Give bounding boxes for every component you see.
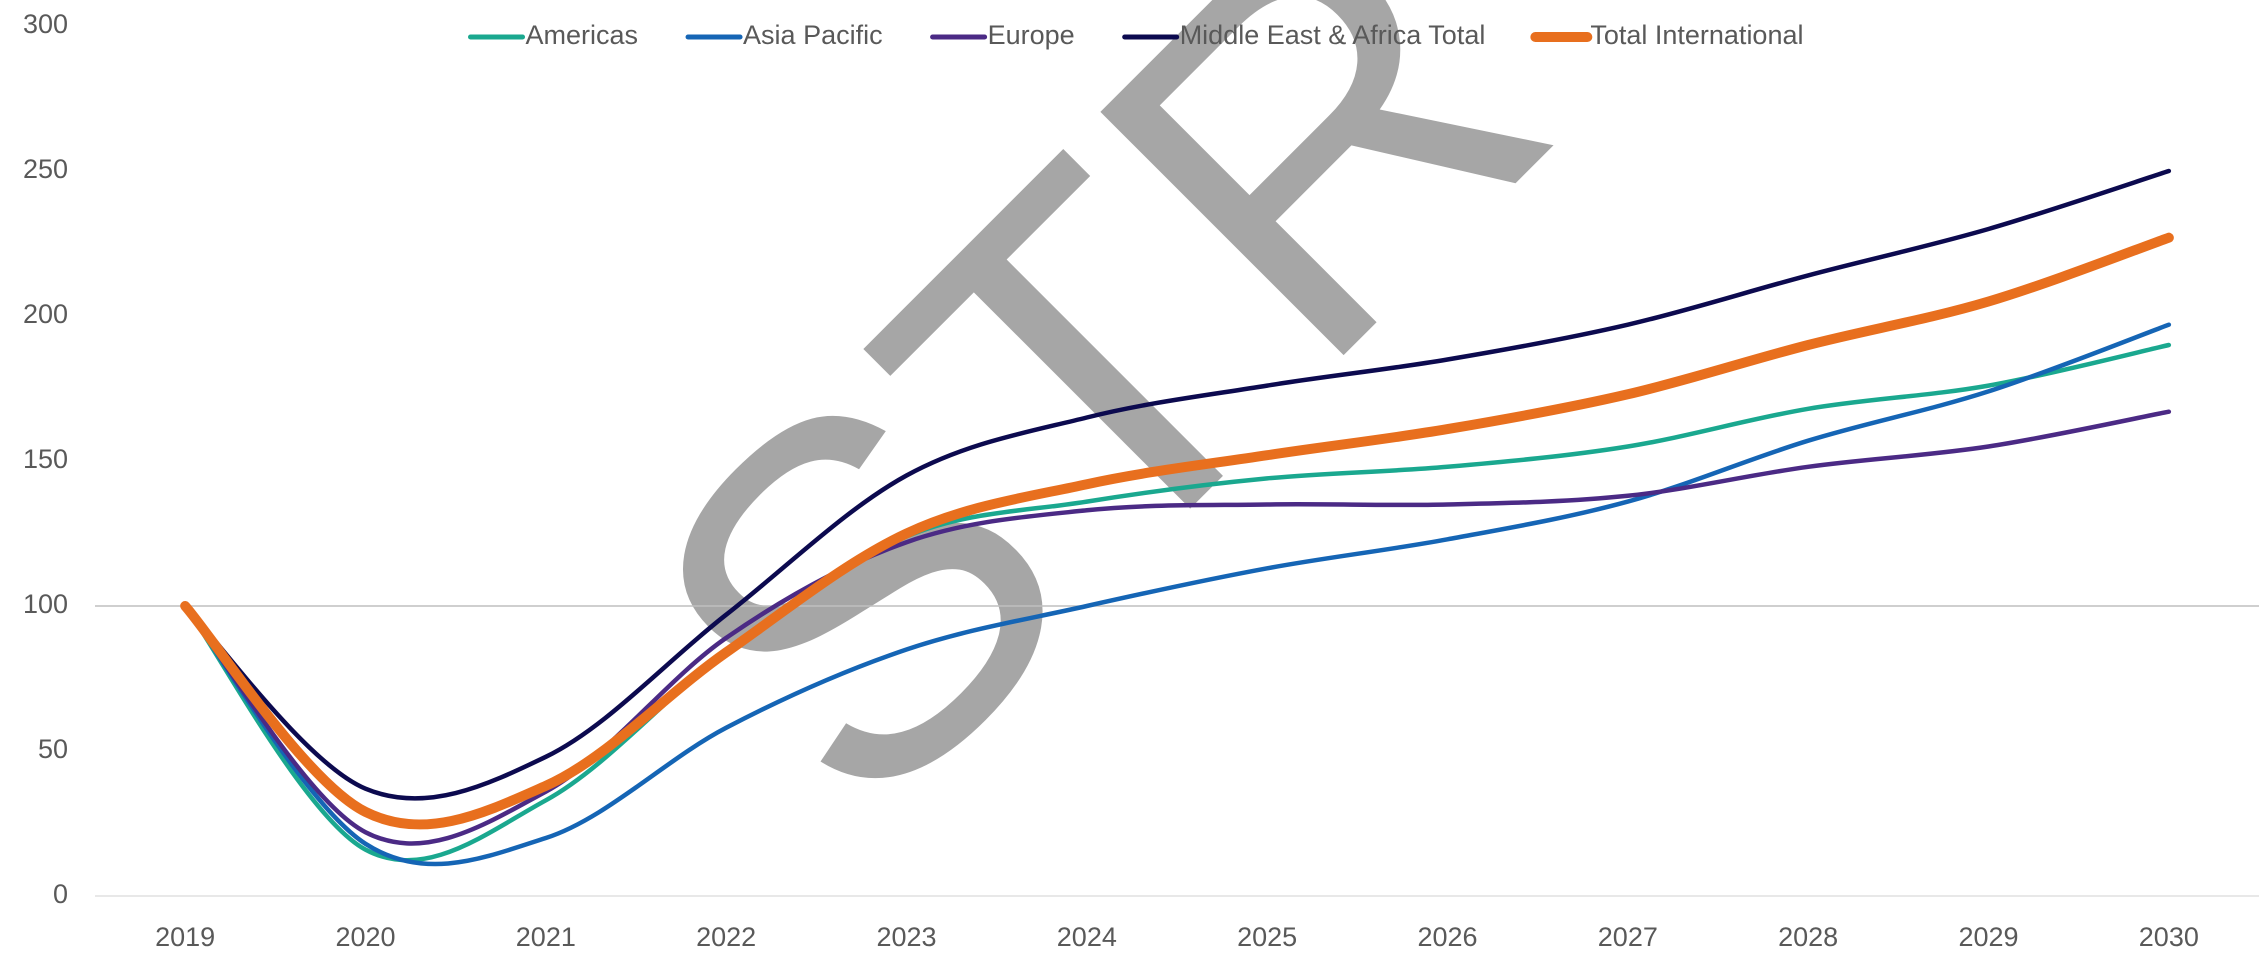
y-tick-label: 0 — [53, 879, 68, 909]
x-tick-label: 2020 — [335, 922, 395, 952]
legend-label: Asia Pacific — [743, 20, 883, 50]
x-tick-label: 2029 — [1958, 922, 2018, 952]
x-tick-label: 2030 — [2139, 922, 2199, 952]
watermark: STR — [543, 0, 1645, 911]
y-tick-label: 150 — [23, 444, 68, 474]
x-tick-label: 2027 — [1598, 922, 1658, 952]
series-line — [182, 342, 2172, 863]
x-tick-label: 2019 — [155, 922, 215, 952]
series-line — [182, 409, 2172, 846]
x-tick-label: 2028 — [1778, 922, 1838, 952]
x-tick-label: 2025 — [1237, 922, 1297, 952]
x-tick-label: 2026 — [1417, 922, 1477, 952]
legend-label: Total International — [1590, 20, 1803, 50]
legend-label: Middle East & Africa Total — [1180, 20, 1486, 50]
y-tick-label: 250 — [23, 154, 68, 184]
x-tick-label: 2021 — [516, 922, 576, 952]
y-tick-label: 100 — [23, 589, 68, 619]
legend: Americas Asia Pacific Europe Middle East & … — [468, 20, 1803, 50]
legend-label: Europe — [988, 20, 1075, 50]
x-tick-label: 2023 — [876, 922, 936, 952]
x-tick-label: 2022 — [696, 922, 756, 952]
y-tick-label: 50 — [38, 734, 68, 764]
legend-label: Americas — [526, 20, 639, 50]
series-line — [182, 322, 2172, 867]
series-line — [182, 168, 2172, 801]
y-tick-label: 300 — [23, 9, 68, 39]
y-tick-label: 200 — [23, 299, 68, 329]
x-tick-label: 2024 — [1057, 922, 1117, 952]
series-line — [180, 232, 2174, 830]
